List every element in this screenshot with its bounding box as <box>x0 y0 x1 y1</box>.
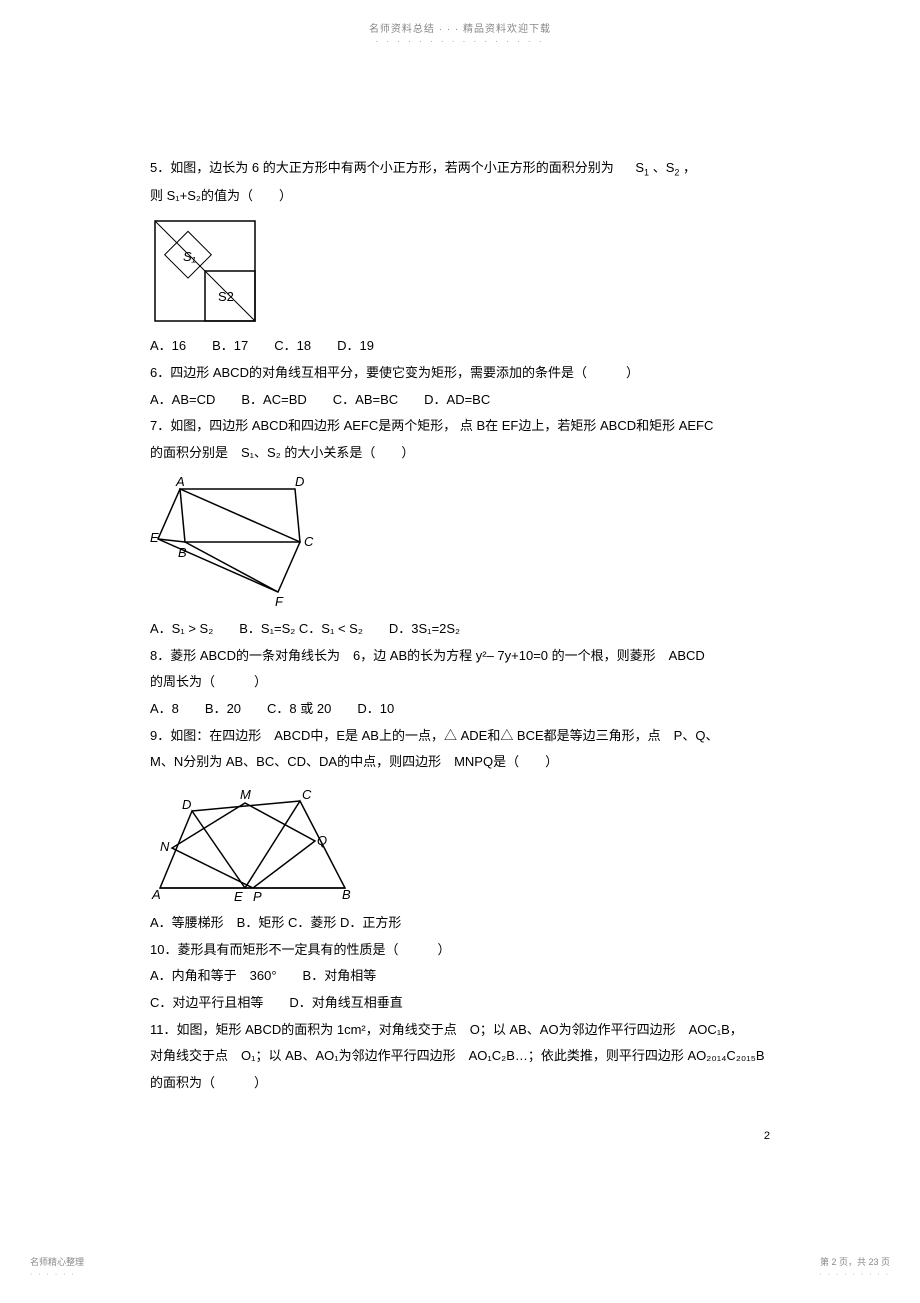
q8-line2: 的周长为（ ） <box>150 670 770 695</box>
q9-label-P: P <box>253 889 262 903</box>
q7-line1: 7．如图，四边形 ABCD和四边形 AEFC是两个矩形， 点 B在 EF边上，若… <box>150 414 770 439</box>
page-header: 名师资料总结 · · · 精品资料欢迎下载 <box>0 0 920 35</box>
q7-figure: A D E B C F <box>150 474 770 609</box>
q6-options: A．AB=CD B．AC=BD C．AB=BC D．AD=BC <box>150 388 770 413</box>
q5-text-b: 6 的大正方形中有两个小正方形，若两个小正方形的面积分别为 <box>252 160 614 175</box>
q7-label-B: B <box>178 545 187 560</box>
q10-line3: C．对边平行且相等 D．对角线互相垂直 <box>150 991 770 1016</box>
footer-right-dots: · · · · · · · · · <box>819 1271 890 1278</box>
q9-label-Q: Q <box>317 833 327 848</box>
q7-svg: A D E B C F <box>150 474 330 609</box>
footer-right-text: 第 2 页，共 23 页 <box>820 1255 890 1268</box>
q5-text-e: ， <box>683 160 696 175</box>
q9-label-D: D <box>182 797 191 812</box>
q11-line2: 对角线交于点 O₁；以 AB、AO₁为邻边作平行四边形 AO₁C₂B…；依此类推… <box>150 1044 770 1069</box>
q5-figure: S₁ S2 <box>150 216 770 326</box>
q5-text-c: S <box>635 160 644 175</box>
q5-svg: S₁ S2 <box>150 216 260 326</box>
q9-line1: 9．如图：在四边形 ABCD中，E是 AB上的一点，△ ADE和△ BCE都是等… <box>150 724 770 749</box>
main-content: 5．如图，边长为 6 的大正方形中有两个小正方形，若两个小正方形的面积分别为 S… <box>150 156 770 1096</box>
q9-label-C: C <box>302 787 312 802</box>
q9-label-E: E <box>234 889 243 903</box>
q7-label-C: C <box>304 534 314 549</box>
q5-text-d: 、S <box>653 160 675 175</box>
q7-label-D: D <box>295 474 304 489</box>
q10-line1: 10．菱形具有而矩形不一定具有的性质是（ ） <box>150 938 770 963</box>
footer-left-dots: · · · · · · <box>30 1271 76 1278</box>
q6-line1: 6．四边形 ABCD的对角线互相平分，要使它变为矩形，需要添加的条件是（ ） <box>150 361 770 386</box>
q5-line2: 则 S₁+S₂的值为（ ） <box>150 184 770 209</box>
q9-label-B: B <box>342 887 351 902</box>
q9-label-M: M <box>240 787 251 802</box>
q5-line1: 5．如图，边长为 6 的大正方形中有两个小正方形，若两个小正方形的面积分别为 S… <box>150 156 770 182</box>
q5-s1-label: S₁ <box>183 249 196 264</box>
q7-options: A．S₁ > S₂ B．S₁=S₂ C．S₁ < S₂ D．3S₁=2S₂ <box>150 617 770 642</box>
q9-label-A: A <box>151 887 161 902</box>
footer-left-text: 名师精心整理 <box>30 1255 84 1268</box>
page-number: 2 <box>764 1130 770 1142</box>
q7-line2: 的面积分别是 S₁、S₂ 的大小关系是（ ） <box>150 441 770 466</box>
q11-line3: 的面积为（ ） <box>150 1071 770 1096</box>
q7-label-A: A <box>175 474 185 489</box>
q5-options: A．16 B．17 C．18 D．19 <box>150 334 770 359</box>
q5-s2-label: S2 <box>218 289 234 304</box>
q7-label-E: E <box>150 530 159 545</box>
q8-line1: 8．菱形 ABCD的一条对角线长为 6，边 AB的长为方程 y²– 7y+10=… <box>150 644 770 669</box>
q9-figure: A B C D E M N P Q <box>150 783 770 903</box>
q5-text-a: 5．如图，边长为 <box>150 160 248 175</box>
q7-label-F: F <box>275 594 284 609</box>
q8-options: A．8 B．20 C．8 或 20 D．10 <box>150 697 770 722</box>
q10-line2: A．内角和等于 360° B．对角相等 <box>150 964 770 989</box>
q9-options: A．等腰梯形 B．矩形 C．菱形 D．正方形 <box>150 911 770 936</box>
q9-line2: M、N分别为 AB、BC、CD、DA的中点，则四边形 MNPQ是（ ） <box>150 750 770 775</box>
page-header-dots: · · · · · · · · · · · · · · · · <box>0 37 920 46</box>
q9-svg: A B C D E M N P Q <box>150 783 355 903</box>
q11-line1: 11．如图，矩形 ABCD的面积为 1cm²，对角线交于点 O；以 AB、AO为… <box>150 1018 770 1043</box>
q9-label-N: N <box>160 839 170 854</box>
